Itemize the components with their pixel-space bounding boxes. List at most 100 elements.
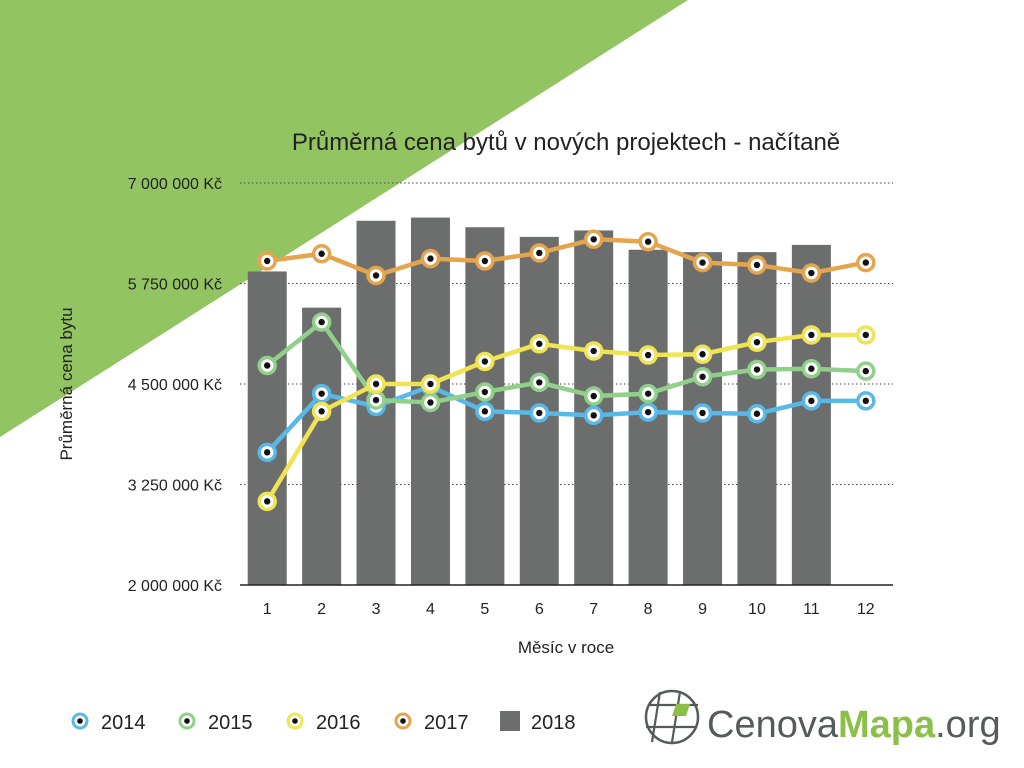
x-tick-label: 10 xyxy=(748,601,766,618)
point-center-2017 xyxy=(808,269,815,277)
point-center-2016 xyxy=(753,338,761,346)
legend-label: 2016 xyxy=(316,712,361,734)
y-tick-label: 4 500 000 Kč xyxy=(128,377,222,394)
legend-label: 2014 xyxy=(101,712,146,734)
legend: 2014 2015 2016 2017 2018 xyxy=(71,711,576,734)
legend-item-2014: 2014 xyxy=(71,712,146,734)
y-tick-label: 3 250 000 Kč xyxy=(128,478,222,495)
point-center-2016 xyxy=(427,380,434,388)
point-center-2015 xyxy=(481,388,489,396)
y-axis-label: Průměrná cena bytu xyxy=(57,307,76,460)
cenovamapa-logo: CenovaMapa.org xyxy=(644,689,1001,746)
point-center-2017 xyxy=(372,272,380,279)
y-tick-label: 5 750 000 Kč xyxy=(128,277,222,294)
bar-series-2018 xyxy=(247,217,831,586)
point-center-2016 xyxy=(536,340,543,347)
y-tick-label: 2 000 000 Kč xyxy=(128,578,222,595)
series-2015 xyxy=(257,312,876,413)
logo-text-mapa: Mapa xyxy=(838,704,936,746)
point-center-2014 xyxy=(862,397,869,405)
x-tick-label: 5 xyxy=(480,601,489,618)
globe-grid-icon xyxy=(644,689,700,745)
point-center-2017 xyxy=(481,257,489,265)
x-tick-label: 12 xyxy=(857,601,875,618)
x-tick-label: 9 xyxy=(698,601,707,618)
y-tick-label: 7 000 000 Kč xyxy=(128,176,222,193)
chart-title: Průměrná cena bytů v nových projektech -… xyxy=(292,129,840,156)
point-center-2014 xyxy=(590,412,597,419)
bar-2018 xyxy=(791,244,831,585)
line-series xyxy=(257,229,876,512)
point-center-2014 xyxy=(318,390,325,397)
point-center-2014 xyxy=(808,397,815,405)
point-center-2016 xyxy=(264,498,271,505)
point-center-2017 xyxy=(318,250,325,257)
x-axis-label: Měsíc v roce xyxy=(518,638,614,657)
legend-marker-center xyxy=(400,718,406,724)
point-center-2016 xyxy=(808,331,815,339)
point-center-2016 xyxy=(481,358,489,365)
point-center-2016 xyxy=(862,331,869,339)
x-tick-label: 8 xyxy=(644,601,653,618)
logo-text-org: .org xyxy=(935,704,1000,746)
legend-marker-center xyxy=(292,718,298,724)
point-center-2017 xyxy=(590,236,597,243)
x-tick-label: 6 xyxy=(535,601,544,618)
series-2016 xyxy=(257,325,876,512)
logo-text-cenova: Cenova xyxy=(707,704,839,746)
x-tick-labels: 1 2 3 4 5 6 7 8 9 10 11 12 xyxy=(263,601,875,618)
point-center-2015 xyxy=(427,399,434,406)
point-center-2015 xyxy=(536,379,543,386)
gridlines xyxy=(240,182,893,485)
point-center-2014 xyxy=(264,449,271,456)
point-center-2015 xyxy=(753,366,761,373)
x-tick-label: 4 xyxy=(426,601,435,618)
point-center-2016 xyxy=(644,351,652,359)
point-center-2016 xyxy=(318,408,325,415)
legend-item-2018: 2018 xyxy=(500,711,576,734)
y-tick-labels: 2 000 000 Kč 3 250 000 Kč 4 500 000 Kč 5 75… xyxy=(128,176,222,595)
bar-2018 xyxy=(247,271,287,585)
x-tick-label: 7 xyxy=(589,601,598,618)
point-center-2015 xyxy=(699,373,706,380)
x-tick-label: 1 xyxy=(263,601,272,618)
point-center-2017 xyxy=(427,255,434,262)
x-tick-label: 11 xyxy=(803,601,820,618)
legend-marker-center xyxy=(184,718,190,724)
point-center-2015 xyxy=(318,318,325,326)
point-center-2017 xyxy=(536,249,543,257)
legend-item-2015: 2015 xyxy=(178,712,253,734)
legend-swatch xyxy=(500,711,520,731)
background-triangle xyxy=(0,0,688,437)
legend-item-2017: 2017 xyxy=(394,712,469,734)
legend-marker-center xyxy=(77,718,83,724)
point-center-2015 xyxy=(862,367,869,375)
point-center-2014 xyxy=(644,408,652,416)
point-center-2014 xyxy=(536,409,543,417)
point-center-2017 xyxy=(264,257,271,265)
x-tick-label: 2 xyxy=(317,601,326,618)
point-center-2015 xyxy=(264,362,271,369)
logo-text: CenovaMapa.org xyxy=(707,704,1001,746)
point-center-2017 xyxy=(699,259,706,266)
point-center-2017 xyxy=(753,261,761,269)
point-center-2017 xyxy=(862,259,869,266)
series-2017 xyxy=(257,229,876,286)
x-tick-label: 3 xyxy=(372,601,381,618)
point-center-2015 xyxy=(644,390,652,397)
point-center-2015 xyxy=(590,392,597,400)
point-center-2014 xyxy=(753,410,761,417)
point-center-2015 xyxy=(808,365,815,372)
legend-label: 2018 xyxy=(531,712,576,734)
point-center-2016 xyxy=(372,380,380,388)
point-center-2017 xyxy=(644,238,652,245)
legend-item-2016: 2016 xyxy=(286,712,361,734)
legend-label: 2015 xyxy=(208,712,253,734)
point-center-2016 xyxy=(590,347,597,355)
legend-label: 2017 xyxy=(424,712,469,734)
point-center-2015 xyxy=(372,396,380,404)
bar-2018 xyxy=(302,307,342,585)
plot-area: 2 000 000 Kč3 250 000 Kč4 500 000 Kč5 75… xyxy=(128,176,893,618)
point-center-2014 xyxy=(699,409,706,417)
